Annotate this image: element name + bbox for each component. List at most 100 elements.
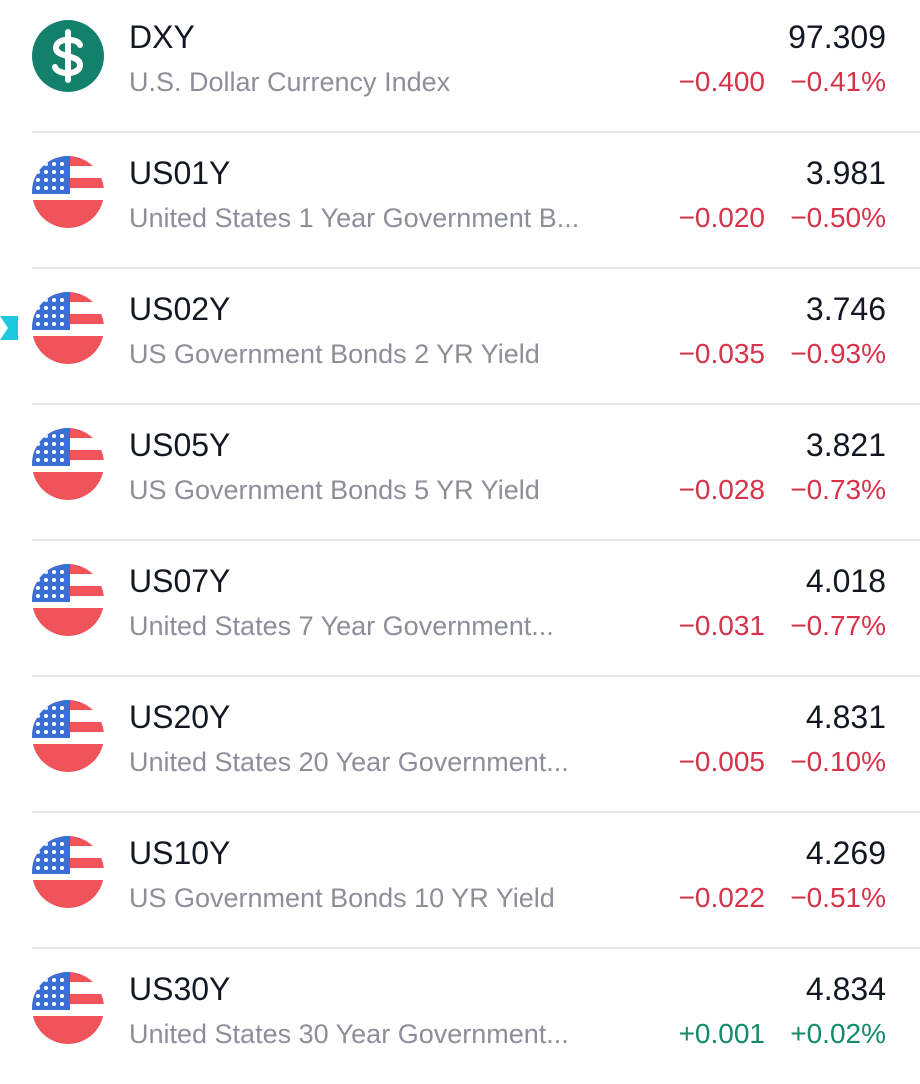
flag-star bbox=[52, 322, 56, 326]
change-percent: +0.02% bbox=[790, 1018, 886, 1049]
dollar-glyph bbox=[52, 29, 84, 83]
flag-star bbox=[60, 186, 64, 190]
instrument-name: U.S. Dollar Currency Index bbox=[129, 67, 451, 97]
price: 4.831 bbox=[806, 699, 886, 735]
price: 4.269 bbox=[806, 835, 886, 871]
instrument-name: United States 1 Year Government B... bbox=[129, 203, 579, 233]
flag-star bbox=[44, 442, 48, 446]
watchlist-row[interactable]: US10Y US Government Bonds 10 YR Yield 4.26… bbox=[32, 835, 886, 913]
flag-star bbox=[36, 322, 40, 326]
watchlist-row[interactable]: US30Y United States 30 Year Government...… bbox=[32, 971, 886, 1049]
flag-star bbox=[36, 450, 40, 454]
flag-star bbox=[36, 866, 40, 870]
price: 4.018 bbox=[806, 563, 886, 599]
flag bbox=[32, 428, 104, 500]
flag-star bbox=[60, 170, 64, 174]
flag-star bbox=[60, 450, 64, 454]
flag-star bbox=[36, 570, 40, 574]
flag-star bbox=[60, 722, 64, 726]
flag-star bbox=[52, 714, 56, 718]
flag-star bbox=[60, 978, 64, 982]
watchlist-row[interactable]: US05Y US Government Bonds 5 YR Yield 3.821… bbox=[32, 427, 886, 505]
flag-star bbox=[60, 570, 64, 574]
flag-stripe bbox=[32, 752, 104, 766]
change-percent: −0.41% bbox=[790, 66, 886, 97]
flag-star bbox=[52, 586, 56, 590]
flag-stripe bbox=[32, 608, 104, 618]
flag-star bbox=[60, 586, 64, 590]
flag-star bbox=[52, 594, 56, 598]
flag-stripe bbox=[32, 494, 104, 500]
flag-stripe bbox=[32, 766, 104, 772]
watchlist-row[interactable]: US20Y United States 20 Year Government...… bbox=[32, 699, 886, 777]
flag-star bbox=[52, 458, 56, 462]
flag-star bbox=[60, 986, 64, 990]
price: 3.981 bbox=[806, 155, 886, 191]
flag-star bbox=[52, 306, 56, 310]
flag-star bbox=[44, 842, 48, 846]
flag-star bbox=[36, 442, 40, 446]
watchlist-row[interactable]: DXY U.S. Dollar Currency Index 97.309 −0.41… bbox=[32, 19, 886, 97]
flag-star bbox=[52, 722, 56, 726]
flag-star bbox=[60, 594, 64, 598]
flag-star bbox=[52, 442, 56, 446]
instrument-name: United States 7 Year Government... bbox=[129, 611, 554, 641]
flag-stripe bbox=[32, 336, 104, 346]
symbol: US01Y bbox=[129, 155, 230, 191]
flag-star bbox=[60, 442, 64, 446]
change: −0.035 bbox=[679, 338, 765, 369]
instrument-name: US Government Bonds 10 YR Yield bbox=[129, 883, 555, 913]
flag-star bbox=[36, 722, 40, 726]
flag-stripe bbox=[32, 902, 104, 908]
symbol: US20Y bbox=[129, 699, 230, 735]
flag-star bbox=[44, 322, 48, 326]
symbol: US07Y bbox=[129, 563, 230, 599]
flag-stripe bbox=[32, 630, 104, 636]
change: −0.022 bbox=[679, 882, 765, 913]
flag-star bbox=[52, 298, 56, 302]
flag-star bbox=[52, 842, 56, 846]
instrument-name: US Government Bonds 2 YR Yield bbox=[129, 339, 540, 369]
flag-star bbox=[60, 866, 64, 870]
flag-star bbox=[36, 458, 40, 462]
flag-star bbox=[52, 858, 56, 862]
flag-icon bbox=[32, 972, 104, 1044]
flag-star bbox=[52, 706, 56, 710]
flag-stripe bbox=[32, 1024, 104, 1038]
flag-star bbox=[44, 850, 48, 854]
flag-star bbox=[44, 314, 48, 318]
flag-star bbox=[36, 594, 40, 598]
flag-star bbox=[44, 706, 48, 710]
watchlist-row[interactable]: US07Y United States 7 Year Government... 4… bbox=[32, 563, 886, 641]
flag-star bbox=[60, 714, 64, 718]
flag-star bbox=[52, 866, 56, 870]
flag-star bbox=[36, 994, 40, 998]
flag-star bbox=[44, 858, 48, 862]
flag-star bbox=[44, 306, 48, 310]
price: 3.746 bbox=[806, 291, 886, 327]
flag-stripe bbox=[32, 888, 104, 902]
flag-star bbox=[52, 186, 56, 190]
flag-star bbox=[36, 162, 40, 166]
flag-star bbox=[60, 706, 64, 710]
watchlist-row[interactable]: US01Y United States 1 Year Government B..… bbox=[32, 155, 886, 233]
flag-star bbox=[60, 730, 64, 734]
flag-star bbox=[36, 858, 40, 862]
flag-stripe bbox=[32, 744, 104, 754]
flag-star bbox=[60, 842, 64, 846]
flag-star bbox=[36, 578, 40, 582]
flag-icon bbox=[32, 836, 104, 908]
flag-star bbox=[44, 714, 48, 718]
flag bbox=[32, 156, 104, 228]
flag-star bbox=[52, 986, 56, 990]
flag-star bbox=[52, 570, 56, 574]
flag-star bbox=[44, 594, 48, 598]
flag-star bbox=[36, 850, 40, 854]
flag-star bbox=[52, 434, 56, 438]
flag-star bbox=[36, 434, 40, 438]
symbol: US10Y bbox=[129, 835, 230, 871]
flag-star bbox=[36, 298, 40, 302]
watchlist-row[interactable]: US02Y US Government Bonds 2 YR Yield 3.746… bbox=[32, 291, 886, 369]
flag-star bbox=[52, 978, 56, 982]
